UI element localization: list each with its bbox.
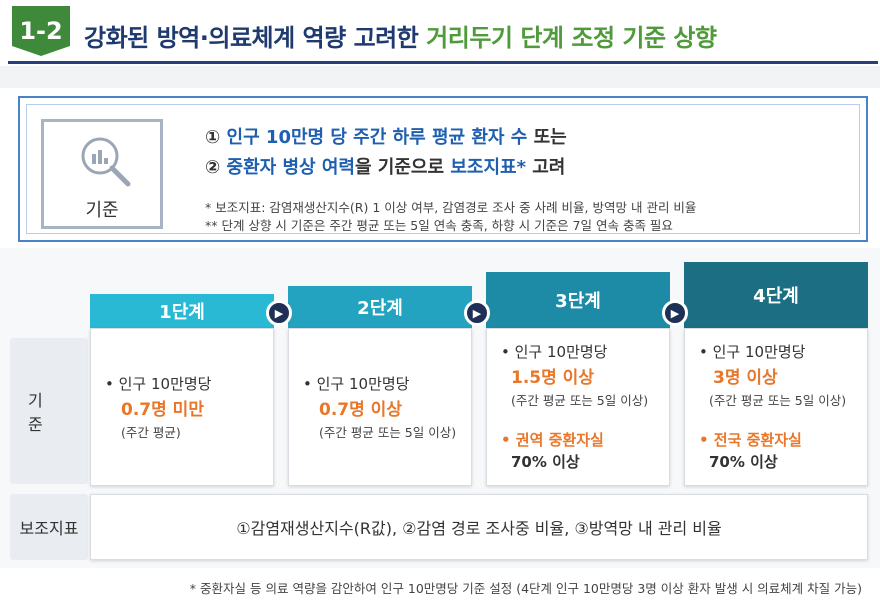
header-shade bbox=[0, 66, 880, 88]
criteria-label: 기준 bbox=[85, 200, 119, 221]
stage2-note: (주간 평균 또는 5일 이상) bbox=[319, 425, 457, 440]
stage-header-2: 2단계 bbox=[288, 286, 472, 328]
header-bar bbox=[8, 14, 878, 64]
stage-header-3: 3단계 bbox=[486, 272, 670, 328]
aux-indicators: ①감염재생산지수(R값), ②감염 경로 조사중 비율, ③방역망 내 관리 비… bbox=[90, 494, 868, 560]
stage2-pop: • 인구 10만명당 bbox=[303, 375, 410, 393]
footnote: * 중환자실 등 의료 역량을 감안하여 인구 10만명당 기준 설정 (4단계… bbox=[189, 581, 862, 596]
arrow-right-icon: ▶ bbox=[266, 300, 292, 326]
criteria-icon-box: 기준 bbox=[41, 119, 163, 229]
stage1-note: (주간 평균) bbox=[121, 425, 181, 440]
stage-header-4: 4단계 bbox=[684, 262, 868, 328]
stage-cell-3: • 인구 10만명당 1.5명 이상 (주간 평균 또는 5일 이상) • 권역… bbox=[486, 328, 670, 486]
line1-highlight: 인구 10만명 당 주간 하루 평균 환자 수 bbox=[226, 127, 528, 148]
criteria-note-2: ** 단계 상향 시 기준은 주간 평균 또는 5일 연속 충족, 하향 시 기… bbox=[205, 218, 673, 233]
stage3-icu: • 권역 중환자실 bbox=[501, 431, 604, 449]
line1-rest: 또는 bbox=[527, 127, 567, 148]
stage4-note: (주간 평균 또는 5일 이상) bbox=[709, 393, 847, 408]
criteria-line-1: ① 인구 10만명 당 주간 하루 평균 환자 수 또는 bbox=[205, 123, 567, 149]
stage4-icu-rate: 70% 이상 bbox=[709, 453, 778, 471]
arrow-right-icon: ▶ bbox=[464, 300, 490, 326]
criteria-line-2: ② 중환자 병상 여력을 기준으로 보조지표* 고려 bbox=[205, 153, 565, 179]
line2-highlight-2: 보조지표* bbox=[450, 157, 526, 178]
criteria-note-1: * 보조지표: 감염재생산지수(R) 1 이상 여부, 감염경로 조사 중 사례… bbox=[205, 200, 697, 215]
stage3-note: (주간 평균 또는 5일 이상) bbox=[511, 393, 649, 408]
page-title: 강화된 방역·의료체계 역량 고려한 거리두기 단계 조정 기준 상향 bbox=[84, 18, 717, 53]
header: 1-2 강화된 방역·의료체계 역량 고려한 거리두기 단계 조정 기준 상향 bbox=[0, 0, 880, 78]
title-accent: 거리두기 단계 조정 기준 상향 bbox=[426, 24, 717, 52]
stage4-pop: • 인구 10만명당 bbox=[699, 343, 806, 361]
stage-cell-1: • 인구 10만명당 0.7명 미만 (주간 평균) bbox=[90, 328, 274, 486]
criteria-box: 기준 ① 인구 10만명 당 주간 하루 평균 환자 수 또는 ② 중환자 병상… bbox=[18, 96, 868, 242]
line2-rest: 고려 bbox=[525, 157, 566, 178]
section-badge: 1-2 bbox=[12, 6, 70, 56]
chart-magnifier-icon bbox=[81, 137, 131, 187]
row-label-aux: 보조지표 bbox=[10, 494, 88, 560]
stage1-value: 0.7명 미만 bbox=[121, 400, 204, 420]
stage3-pop: • 인구 10만명당 bbox=[501, 343, 608, 361]
row-label-criteria: 기 준 bbox=[10, 338, 88, 484]
stage3-value: 1.5명 이상 bbox=[511, 368, 594, 388]
stage3-icu-rate: 70% 이상 bbox=[511, 453, 580, 471]
stage4-icu: • 전국 중환자실 bbox=[699, 431, 802, 449]
stage-cell-2: • 인구 10만명당 0.7명 이상 (주간 평균 또는 5일 이상) bbox=[288, 328, 472, 486]
stage-cell-4: • 인구 10만명당 3명 이상 (주간 평균 또는 5일 이상) • 전국 중… bbox=[684, 328, 868, 486]
title-main: 강화된 방역·의료체계 역량 고려한 bbox=[84, 24, 427, 52]
stage2-value: 0.7명 이상 bbox=[319, 400, 402, 420]
line2-highlight-1: 중환자 병상 여력 bbox=[226, 157, 355, 178]
stage-header-1: 1단계 bbox=[90, 294, 274, 328]
criteria-inner: 기준 ① 인구 10만명 당 주간 하루 평균 환자 수 또는 ② 중환자 병상… bbox=[26, 104, 860, 234]
arrow-right-icon: ▶ bbox=[662, 300, 688, 326]
line1-num: ① bbox=[205, 127, 221, 148]
stage1-pop: • 인구 10만명당 bbox=[105, 375, 212, 393]
stage4-value: 3명 이상 bbox=[713, 368, 778, 388]
line2-mid: 을 기준으로 bbox=[354, 157, 451, 178]
line2-num: ② bbox=[205, 157, 221, 178]
